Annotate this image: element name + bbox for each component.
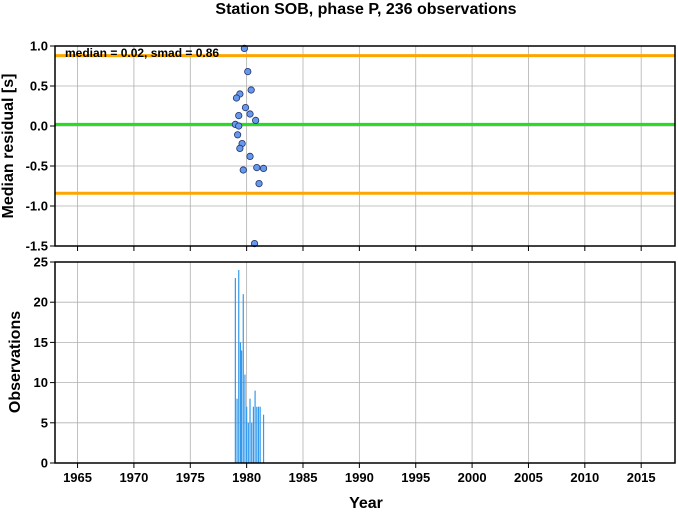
observations-x-axis-label: Year [349, 495, 383, 511]
residual-point [259, 164, 268, 172]
residual-point [241, 104, 250, 112]
observations-bar [238, 270, 240, 463]
observations-x-tick-label: 1990 [345, 470, 374, 485]
observations-y-axis-label: Observations [7, 311, 24, 413]
residual-point [235, 112, 243, 120]
observations-y-tick-label: 5 [41, 415, 48, 430]
observations-bars [234, 270, 265, 463]
observations-bar [262, 414, 265, 463]
observations-x-tick-label: 1985 [289, 470, 318, 485]
residual-point [235, 122, 243, 130]
residual-y-tick-label: 1.0 [30, 39, 48, 54]
observations-bar [244, 374, 246, 463]
observations-bar [251, 422, 253, 463]
residual-point [250, 240, 259, 248]
observations-bar [236, 398, 238, 463]
observations-x-tick-label: 1970 [119, 470, 148, 485]
observations-x-tick-label: 1980 [232, 470, 261, 485]
residual-point [244, 68, 252, 76]
residual-y-axis-label: Median residual [s] [0, 74, 17, 219]
residual-point [234, 131, 242, 139]
observations-x-tick-label: 2015 [627, 470, 656, 485]
residual-annotation: median = 0.02, smad = 0.86 [65, 46, 219, 60]
observations-axis-ticks: 1965 1970 1975 1980 1985 1990 1995 2000 2005 2010… [34, 255, 656, 486]
observations-bar [249, 398, 251, 463]
residual-point [246, 152, 254, 160]
observations-bar [252, 406, 254, 463]
residual-point [232, 94, 241, 102]
observations-bar [254, 390, 256, 463]
observations-bar [256, 406, 258, 463]
observations-bar [240, 350, 243, 463]
observations-x-tick-label: 1975 [176, 470, 205, 485]
observations-bar [247, 422, 249, 463]
residual-point [252, 116, 260, 125]
residual-panel: -1.5 -1.0 -0.5 0.0 0.5 1.0 median = 0.02, sma… [0, 39, 676, 254]
observations-x-tick-label: 2000 [458, 470, 487, 485]
observations-x-tick-label: 2010 [570, 470, 599, 485]
observations-y-tick-label: 25 [34, 255, 48, 270]
residual-y-tick-label: -1.0 [26, 199, 48, 214]
observations-bar [234, 278, 236, 463]
residual-panel-frame [54, 45, 676, 247]
observations-bar [242, 294, 244, 463]
residual-y-tick-label: -1.5 [26, 239, 48, 254]
residual-panel-background [55, 46, 675, 246]
residual-point [240, 44, 248, 53]
observations-x-tick-label: 2005 [514, 470, 543, 485]
observations-panel-frame [54, 261, 676, 464]
residual-point [247, 86, 255, 94]
residual-point [236, 144, 244, 152]
observations-bar [246, 406, 248, 463]
observations-bar [259, 406, 261, 463]
residual-y-tick-label: -0.5 [26, 159, 48, 174]
residual-points [231, 44, 268, 248]
observations-panel: 1965 1970 1975 1980 1985 1990 1995 2000 2005 2010… [7, 255, 676, 512]
residual-reference-lines [55, 54, 675, 195]
observations-y-tick-label: 20 [34, 295, 48, 310]
observations-x-tick-label: 1995 [401, 470, 430, 485]
observations-panel-background [55, 262, 675, 463]
observations-y-tick-label: 0 [41, 456, 48, 471]
residual-y-tick-label: 0.5 [30, 79, 48, 94]
observations-y-tick-label: 10 [34, 375, 48, 390]
observations-bar [239, 342, 242, 463]
observations-y-tick-label: 15 [34, 335, 48, 350]
observations-x-tick-label: 1965 [63, 470, 92, 485]
residual-point [246, 110, 254, 118]
residual-axis-ticks: -1.5 -1.0 -0.5 0.0 0.5 1.0 [26, 39, 642, 254]
residual-point [253, 164, 261, 172]
residual-y-tick-label: 0.0 [30, 119, 48, 134]
residual-point [239, 166, 247, 174]
observations-bar [257, 406, 260, 463]
chart-title: Station SOB, phase P, 236 observations [215, 1, 516, 18]
residual-point [255, 180, 263, 188]
